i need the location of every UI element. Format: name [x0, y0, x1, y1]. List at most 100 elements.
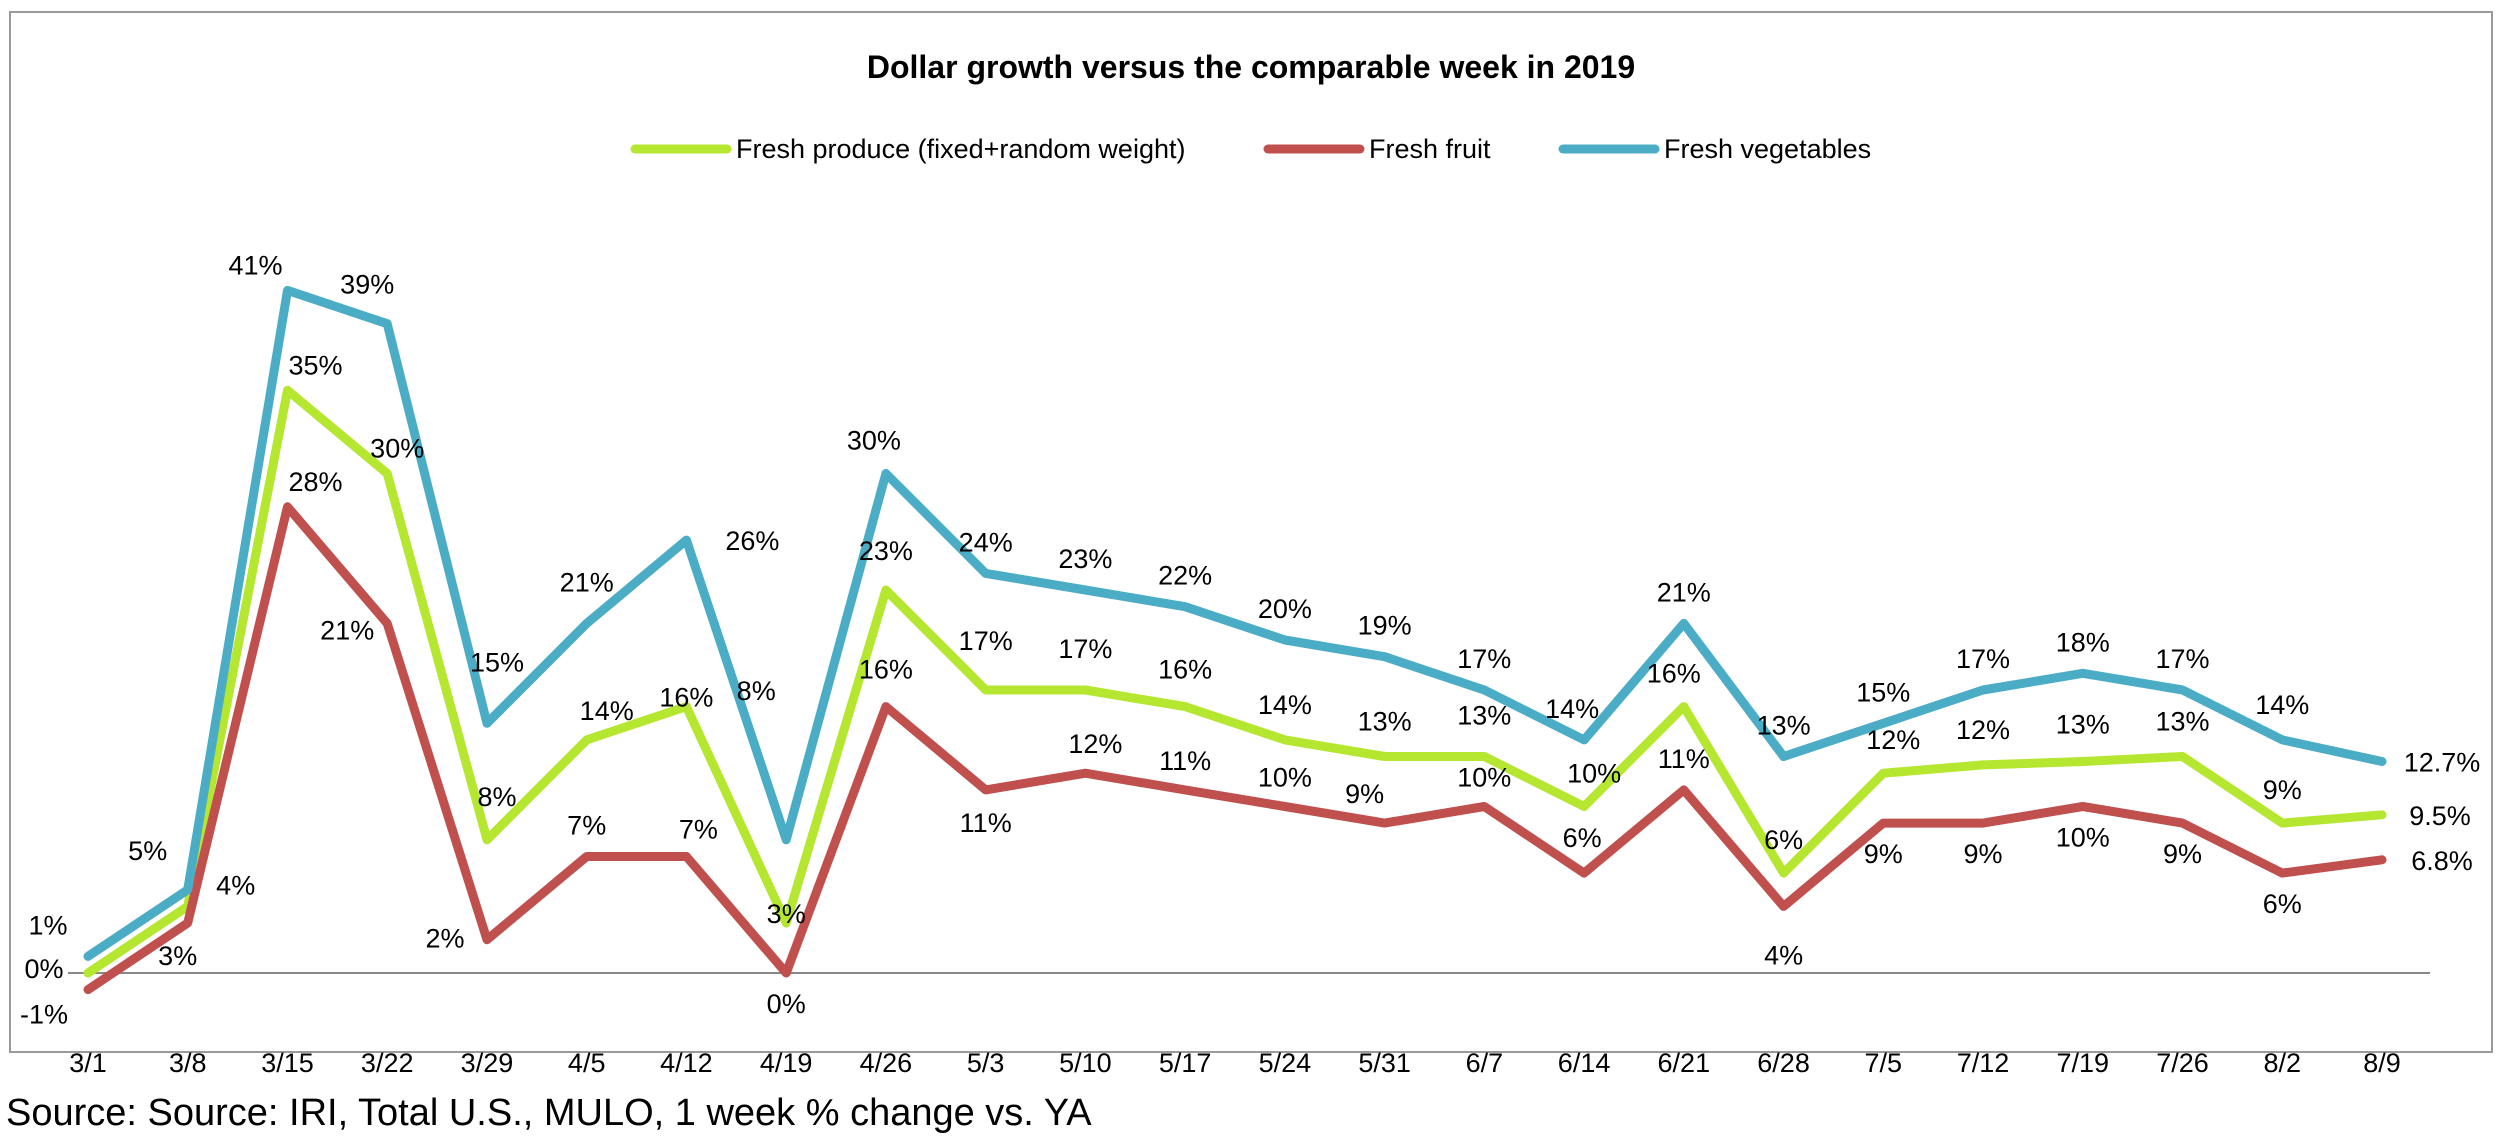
- data-label-fresh-vegetables-4-5: 21%: [560, 567, 614, 597]
- data-label-fresh-fruit-7-12: 9%: [1963, 839, 2002, 869]
- x-tick-label-6-7: 6/7: [1466, 1048, 1504, 1078]
- data-label-fresh-vegetables-3-29: 15%: [470, 647, 524, 677]
- legend: Fresh produce (fixed+random weight) Fresh…: [630, 134, 1871, 164]
- data-label-fresh-produce-fixed-random-weight-5-31: 13%: [1358, 707, 1412, 737]
- legend-label-fresh-produce-fixed-random-weight: Fresh produce (fixed+random weight): [736, 134, 1185, 164]
- x-tick-label-5-24: 5/24: [1259, 1048, 1312, 1078]
- x-axis: 3/1 3/8 3/15 3/22 3/29 4/5 4/12 4/19 4/26 5/3 5/10…: [69, 1048, 2401, 1078]
- data-label-fresh-produce-fixed-random-weight-6-7: 13%: [1457, 701, 1511, 731]
- x-tick-label-3-29: 3/29: [461, 1048, 514, 1078]
- data-label-fresh-fruit-7-5: 9%: [1864, 839, 1903, 869]
- series-line-fresh-produce-fixed-random-weight: [83, 385, 2387, 978]
- data-label-fresh-produce-fixed-random-weight-3-29: 8%: [477, 782, 516, 812]
- data-label-fresh-vegetables-3-1: 1%: [28, 910, 67, 940]
- x-tick-label-4-5: 4/5: [568, 1048, 606, 1078]
- data-label-fresh-vegetables-8-9: 12.7%: [2404, 748, 2481, 778]
- data-label-fresh-vegetables-5-24: 20%: [1258, 594, 1312, 624]
- data-label-fresh-fruit-8-2: 6%: [2263, 889, 2302, 919]
- data-label-fresh-produce-fixed-random-weight-5-17: 16%: [1158, 655, 1212, 685]
- x-tick-label-6-21: 6/21: [1658, 1048, 1711, 1078]
- data-label-fresh-fruit-6-21: 11%: [1658, 744, 1710, 774]
- x-tick-label-4-26: 4/26: [860, 1048, 913, 1078]
- x-tick-label-8-9: 8/9: [2363, 1048, 2401, 1078]
- data-label-fresh-produce-fixed-random-weight-3-15: 35%: [288, 350, 342, 380]
- data-label-fresh-fruit-3-8: 3%: [158, 941, 197, 971]
- legend-label-fresh-vegetables: Fresh vegetables: [1664, 134, 1871, 164]
- data-label-fresh-vegetables-5-17: 22%: [1158, 561, 1212, 591]
- x-tick-label-7-26: 7/26: [2156, 1048, 2209, 1078]
- chart-border: [9, 11, 2493, 1053]
- data-label-fresh-fruit-8-9: 6.8%: [2411, 846, 2473, 876]
- x-tick-label-6-14: 6/14: [1558, 1048, 1611, 1078]
- data-label-fresh-fruit-4-5: 7%: [567, 811, 606, 841]
- data-label-fresh-fruit-5-10: 12%: [1068, 729, 1122, 759]
- data-label-fresh-produce-fixed-random-weight-4-12: 16%: [659, 683, 713, 713]
- data-label-fresh-produce-fixed-random-weight-3-1: 0%: [24, 954, 63, 984]
- data-label-fresh-fruit-5-3: 11%: [960, 808, 1012, 838]
- data-label-fresh-fruit-6-28: 4%: [1764, 940, 1803, 970]
- data-label-fresh-produce-fixed-random-weight-5-10: 17%: [1058, 634, 1112, 664]
- source-note: Source: Source: IRI, Total U.S., MULO, 1…: [6, 1092, 1092, 1134]
- data-label-fresh-vegetables-8-2: 14%: [2255, 690, 2309, 720]
- x-tick-label-5-31: 5/31: [1358, 1048, 1411, 1078]
- data-label-fresh-fruit-4-12: 7%: [679, 815, 718, 845]
- data-label-fresh-vegetables-3-22: 39%: [340, 270, 394, 300]
- data-label-fresh-vegetables-6-14: 14%: [1545, 694, 1599, 724]
- data-label-fresh-vegetables-4-26: 30%: [847, 426, 901, 456]
- data-label-fresh-produce-fixed-random-weight-3-22: 30%: [370, 434, 424, 464]
- data-label-fresh-fruit-7-26: 9%: [2163, 839, 2202, 869]
- data-label-fresh-produce-fixed-random-weight-8-9: 9.5%: [2409, 801, 2471, 831]
- data-label-fresh-produce-fixed-random-weight-4-5: 14%: [580, 696, 634, 726]
- data-label-fresh-fruit-3-15: 28%: [288, 467, 342, 497]
- x-tick-label-5-17: 5/17: [1159, 1048, 1212, 1078]
- data-label-fresh-fruit-4-26: 16%: [859, 655, 913, 685]
- x-tick-label-3-1: 3/1: [69, 1048, 107, 1078]
- data-label-fresh-produce-fixed-random-weight-8-2: 9%: [2263, 775, 2302, 805]
- data-label-fresh-vegetables-7-12: 17%: [1956, 644, 2010, 674]
- data-label-fresh-produce-fixed-random-weight-3-8: 4%: [216, 870, 255, 900]
- data-label-fresh-vegetables-3-15: 41%: [228, 250, 282, 280]
- x-tick-label-7-12: 7/12: [1957, 1048, 2010, 1078]
- data-label-fresh-vegetables-7-5: 15%: [1856, 677, 1910, 707]
- x-tick-label-4-19: 4/19: [760, 1048, 813, 1078]
- data-label-fresh-produce-fixed-random-weight-5-24: 14%: [1258, 690, 1312, 720]
- data-label-fresh-vegetables-4-19: 8%: [737, 676, 776, 706]
- data-label-fresh-vegetables-6-21: 21%: [1657, 577, 1711, 607]
- data-label-fresh-produce-fixed-random-weight-7-19: 13%: [2056, 710, 2110, 740]
- data-label-fresh-fruit-3-29: 2%: [425, 924, 464, 954]
- series-line-fresh-fruit: [83, 502, 2387, 995]
- data-label-fresh-vegetables-6-7: 17%: [1457, 644, 1511, 674]
- series-lines: [83, 285, 2387, 995]
- data-label-fresh-fruit-5-17: 11%: [1159, 746, 1211, 776]
- x-tick-label-8-2: 8/2: [2263, 1048, 2301, 1078]
- data-label-fresh-produce-fixed-random-weight-4-19: 3%: [767, 899, 806, 929]
- data-label-fresh-produce-fixed-random-weight-7-12: 12%: [1956, 715, 2010, 745]
- x-tick-label-3-22: 3/22: [361, 1048, 414, 1078]
- x-tick-label-6-28: 6/28: [1757, 1048, 1810, 1078]
- x-tick-label-7-19: 7/19: [2057, 1048, 2110, 1078]
- chart-title: Dollar growth versus the comparable week…: [867, 49, 1635, 85]
- x-tick-label-3-15: 3/15: [261, 1048, 314, 1078]
- data-label-fresh-vegetables-7-19: 18%: [2056, 627, 2110, 657]
- data-label-fresh-vegetables-6-28: 13%: [1757, 711, 1811, 741]
- data-labels: 0% 4% 35% 30% 8% 14% 16% 3% 23% 17% 17% 16% 14% 13% 13…: [20, 250, 2480, 1029]
- data-label-fresh-vegetables-5-10: 23%: [1058, 544, 1112, 574]
- legend-label-fresh-fruit: Fresh fruit: [1369, 134, 1491, 164]
- data-label-fresh-fruit-6-7: 10%: [1457, 763, 1511, 793]
- data-label-fresh-produce-fixed-random-weight-7-26: 13%: [2155, 707, 2209, 737]
- data-label-fresh-produce-fixed-random-weight-6-14: 10%: [1567, 759, 1621, 789]
- series-line-fresh-vegetables: [83, 285, 2387, 961]
- data-label-fresh-vegetables-7-26: 17%: [2155, 644, 2209, 674]
- data-label-fresh-produce-fixed-random-weight-7-5: 12%: [1866, 725, 1920, 755]
- data-label-fresh-fruit-7-19: 10%: [2056, 823, 2110, 853]
- data-label-fresh-fruit-3-1: -1%: [20, 1000, 68, 1030]
- x-tick-label-4-12: 4/12: [660, 1048, 713, 1078]
- data-label-fresh-vegetables-4-12: 26%: [725, 526, 779, 556]
- x-tick-label-5-3: 5/3: [967, 1048, 1005, 1078]
- data-label-fresh-produce-fixed-random-weight-6-28: 6%: [1764, 825, 1803, 855]
- data-label-fresh-fruit-3-22: 21%: [320, 615, 374, 645]
- data-label-fresh-fruit-4-19: 0%: [767, 989, 806, 1019]
- data-label-fresh-produce-fixed-random-weight-5-3: 17%: [959, 626, 1013, 656]
- data-label-fresh-produce-fixed-random-weight-6-21: 16%: [1647, 659, 1701, 689]
